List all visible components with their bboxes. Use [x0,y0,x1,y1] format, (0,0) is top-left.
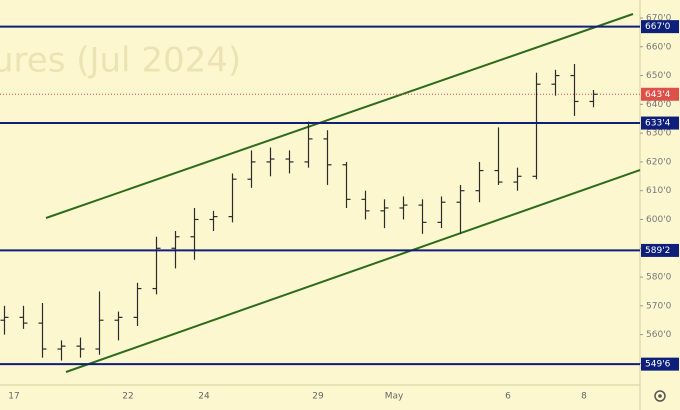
price-bar [285,150,294,174]
price-bar [494,127,503,185]
x-tick-label: May [385,392,404,402]
price-bar [38,302,47,358]
y-tick-label: 600'0 [646,215,672,225]
level-label-box [641,357,679,371]
y-tick-label: 660'0 [646,42,672,52]
price-bar [228,173,237,223]
last-price-label: 643'4 [645,90,671,100]
price-bar [247,150,256,188]
x-tick-label: 6 [505,392,511,402]
price-bar [114,311,123,341]
x-tick-label: 8 [581,392,587,402]
price-bar [418,199,427,234]
price-bar [342,161,351,208]
price-bar [551,69,560,96]
price-bar [76,337,85,358]
channel-lower [65,169,641,373]
price-bar [380,199,389,229]
price-bar [0,305,9,335]
level-label-box [641,116,679,130]
level-label-box [641,20,679,34]
price-bar [589,89,598,108]
price-bar [304,121,313,168]
price-bar [437,196,446,229]
settings-hub[interactable] [658,394,662,398]
y-tick-label: 620'0 [646,157,672,167]
settings-gear[interactable] [654,390,666,402]
y-tick-label: 580'0 [646,273,672,283]
x-tick-label: 17 [8,392,19,402]
channel-upper [45,13,634,219]
y-tick-label: 670'0 [646,13,672,23]
level-label: 549'6 [645,360,671,370]
level-label: 633'4 [645,119,671,129]
price-bar [532,72,541,180]
last-price-box [641,87,679,101]
y-tick-label: 560'0 [646,330,672,340]
watermark: ures (Jul 2024) [0,41,241,81]
price-bar [399,196,408,220]
price-bar [456,184,465,234]
level-label: 589'2 [645,246,670,256]
price-bar [266,147,275,177]
price-bar [19,305,28,329]
price-bar [57,340,66,361]
level-label-box [641,243,679,257]
settings-icon[interactable] [654,390,666,402]
x-tick-label: 24 [198,392,210,402]
y-tick-label: 650'0 [646,71,672,81]
price-bar [133,282,142,326]
y-tick-label: 570'0 [646,301,672,311]
price-bar [323,130,332,185]
price-bar [570,64,579,116]
level-label: 667'0 [645,22,671,32]
x-tick-label: 22 [122,392,133,402]
y-tick-label: 610'0 [646,186,672,196]
price-bar [361,190,370,220]
x-tick-label: 29 [312,392,324,402]
y-tick-label: 630'0 [646,129,672,139]
price-bar [152,236,161,295]
price-bar [513,167,522,191]
price-bar [95,291,104,355]
y-tick-label: 640'0 [646,100,672,110]
price-bar [209,210,218,231]
price-bar [475,161,484,203]
